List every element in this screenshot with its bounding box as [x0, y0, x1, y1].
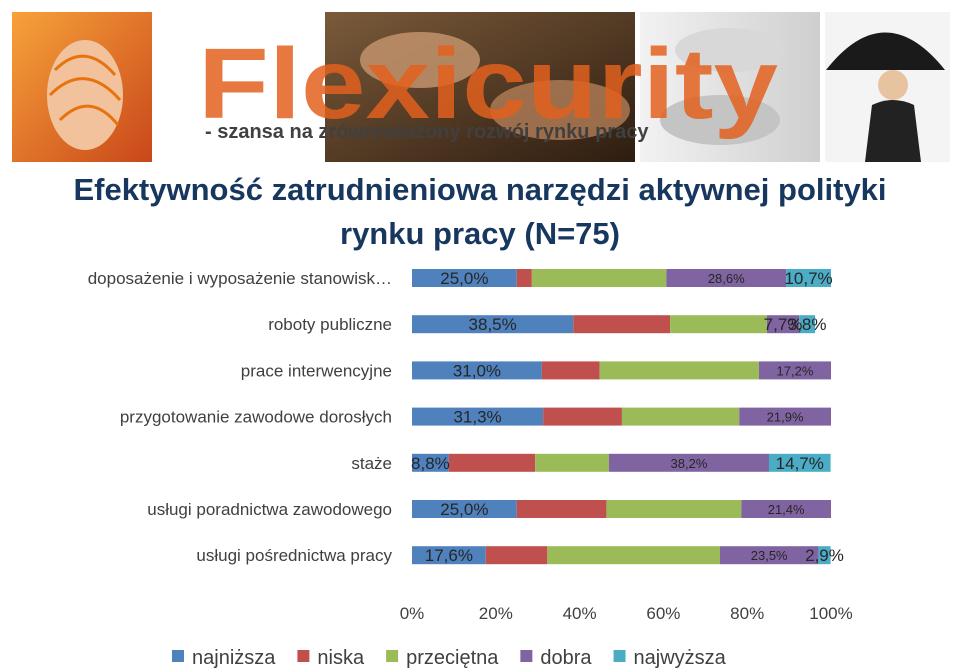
data-label: 25,0%: [440, 500, 488, 519]
legend-swatch: [172, 650, 184, 662]
data-label: 8,8%: [411, 454, 450, 473]
hands-image: [325, 12, 635, 162]
bar-segment: [412, 269, 517, 287]
bar-segment: [766, 315, 800, 334]
data-label: 31,0%: [453, 361, 501, 380]
bar-segment: [608, 453, 769, 472]
woman-with-umbrella-image: [825, 12, 950, 162]
legend-label: niska: [317, 647, 365, 669]
data-label: 10,7%: [784, 269, 832, 288]
legend-swatch: [613, 650, 626, 662]
category-label: prace interwencyjne: [241, 361, 392, 380]
bar-segment: [666, 269, 787, 287]
banner-tagline: - szansa na zrównoważony rozwój rynku pr…: [205, 121, 649, 143]
bar-segment: [741, 500, 831, 518]
data-label: 23,5%: [751, 548, 788, 563]
data-label: 38,2%: [671, 456, 708, 471]
bar-segment: [670, 315, 767, 334]
bar-segment: [573, 315, 671, 334]
legend-label: dobra: [540, 647, 592, 669]
bar-segment: [412, 361, 542, 380]
bar-segment: [606, 500, 742, 518]
bar-segment: [599, 361, 759, 380]
bar-segment: [531, 269, 667, 287]
bar-segment: [719, 546, 819, 565]
banner-logo: Flexicurity: [198, 28, 778, 140]
stacked-bar-chart: doposażenie i wyposażenie stanowisk… 25,0…: [88, 269, 853, 669]
bar-segment: [412, 407, 544, 426]
legend-swatch: [386, 650, 399, 662]
flexicurity-banner: Flexicurity - szansa na zrównoważony roz…: [12, 12, 950, 162]
data-label: 25,0%: [440, 269, 488, 288]
bar-segment: [535, 453, 609, 472]
x-tick-label: 40%: [563, 604, 597, 623]
data-label: 17,6%: [425, 546, 473, 565]
category-label: roboty publiczne: [268, 315, 392, 334]
bar-segment: [412, 453, 449, 472]
data-label: 14,7%: [776, 454, 824, 473]
bar-segment: [448, 453, 536, 472]
chart-title: Efektywność zatrudnieniowa narzędzi akty…: [73, 172, 887, 251]
bar-segment: [818, 546, 831, 565]
x-tick-label: 80%: [730, 604, 764, 623]
bar-segment: [543, 407, 622, 426]
bar-segment: [739, 407, 831, 426]
data-label: 31,3%: [453, 408, 501, 427]
bar-segment: [412, 315, 574, 334]
data-label: 2,9%: [805, 546, 844, 565]
bar-segment: [786, 269, 831, 287]
category-label: staże: [351, 454, 392, 473]
data-label: 3,8%: [788, 315, 827, 334]
x-tick-label: 100%: [809, 604, 852, 623]
data-label: 28,6%: [708, 271, 745, 286]
bar-segment: [768, 453, 831, 472]
data-label: 38,5%: [469, 315, 517, 334]
bar-segment: [412, 546, 486, 565]
category-label: przygotowanie zawodowe dorosłych: [120, 408, 392, 427]
category-label: usługi pośrednictwa pracy: [196, 546, 392, 565]
bar-segment: [516, 269, 532, 287]
bar-segment: [485, 546, 548, 565]
legend-swatch: [520, 650, 533, 662]
bar-segment: [516, 500, 607, 518]
data-label: 17,2%: [777, 363, 814, 378]
bar-segment: [541, 361, 600, 380]
bar-segment: [621, 407, 740, 426]
data-label: 21,4%: [768, 502, 805, 517]
legend-label: najwyższa: [634, 647, 727, 669]
legend-swatch: [297, 650, 310, 662]
x-tick-label: 0%: [400, 604, 425, 623]
x-tick-label: 60%: [646, 604, 680, 623]
category-label: doposażenie i wyposażenie stanowisk…: [88, 269, 392, 288]
bar-segment: [758, 361, 831, 380]
bar-segment: [547, 546, 720, 565]
legend-label: najniższa: [192, 647, 276, 669]
handshake-image: [640, 12, 820, 162]
category-label: usługi poradnictwa zawodowego: [147, 500, 392, 519]
bar-segment: [799, 315, 816, 334]
legend-label: przeciętna: [406, 647, 499, 669]
bar-segment: [412, 500, 517, 518]
x-tick-label: 20%: [479, 604, 513, 623]
data-label: 7,7%: [764, 315, 803, 334]
data-label: 21,9%: [767, 410, 804, 425]
hand-with-rubber-bands-image: [12, 12, 152, 162]
